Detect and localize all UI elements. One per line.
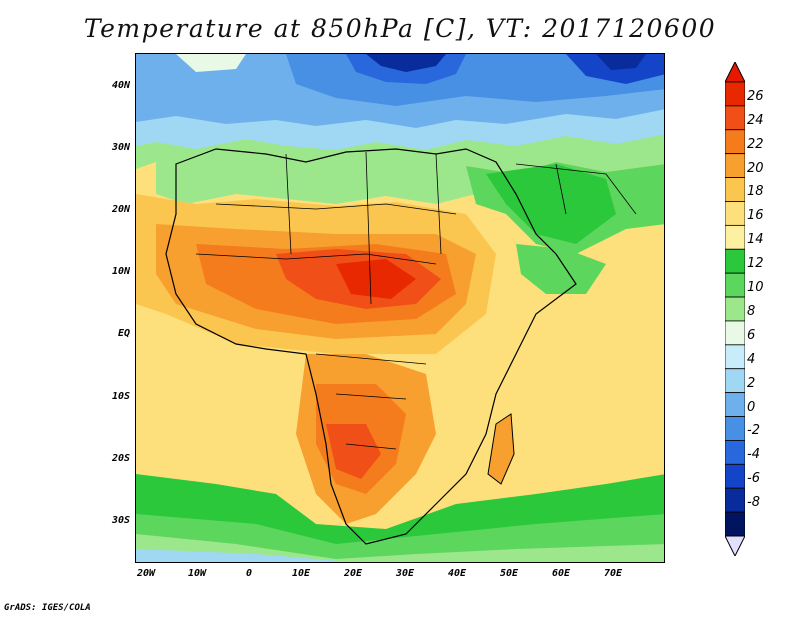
colorbar-level-label: 24 xyxy=(747,112,764,128)
colorbar-top-arrow xyxy=(725,62,745,83)
lon-label-0: 0 xyxy=(245,568,253,579)
lat-label-10n: 10N xyxy=(111,266,130,277)
colorbar-level-label: 8 xyxy=(747,303,756,319)
lat-label-20s: 20S xyxy=(111,453,130,464)
colorbar-swatch xyxy=(725,511,745,537)
lon-label-30e: 30E xyxy=(395,568,415,579)
colorbar-level-label: -8 xyxy=(747,495,760,511)
lon-label-60e: 60E xyxy=(551,568,571,579)
colorbar-swatch xyxy=(725,392,745,417)
colorbar-swatch xyxy=(725,153,745,178)
lat-label-20n: 20N xyxy=(111,204,130,215)
colorbar-swatch xyxy=(725,296,745,322)
lon-label-20e: 20E xyxy=(343,568,363,579)
lon-label-50e: 50E xyxy=(499,568,519,579)
lat-label-10s: 10S xyxy=(111,391,130,402)
colorbar-swatch xyxy=(725,129,745,155)
colorbar-level-label: -2 xyxy=(747,423,760,439)
colorbar-level-label: 4 xyxy=(747,351,756,367)
colorbar-swatch xyxy=(725,201,745,226)
colorbar-level-label: -4 xyxy=(747,447,760,463)
colorbar-swatch xyxy=(725,416,745,441)
colorbar-level-label: 6 xyxy=(747,327,756,343)
colorbar-swatch xyxy=(725,440,745,465)
lon-label-20w: 20W xyxy=(136,568,156,579)
colorbar-swatch xyxy=(725,177,745,202)
colorbar-swatch xyxy=(725,105,745,131)
colorbar-swatch xyxy=(725,224,745,250)
colorbar-level-label: 22 xyxy=(747,136,764,152)
colorbar-swatch xyxy=(725,344,745,370)
colorbar-level-label: 18 xyxy=(747,184,764,200)
map-title: Temperature at 850hPa [C], VT: 201712060… xyxy=(83,14,717,43)
lon-label-40e: 40E xyxy=(447,568,467,579)
colorbar-level-label: 16 xyxy=(747,208,764,224)
colorbar-level-label: 0 xyxy=(747,399,756,415)
colorbar-level-label: 10 xyxy=(747,280,764,296)
colorbar-swatch xyxy=(725,81,745,107)
colorbar-swatch xyxy=(725,487,745,513)
lat-label-30s: 30S xyxy=(111,515,130,526)
colorbar-bottom-arrow xyxy=(725,535,745,556)
colorbar-swatch xyxy=(725,368,745,394)
colorbar-level-label: 20 xyxy=(747,160,764,176)
colorbar-level-label: 12 xyxy=(747,256,764,272)
colorbar-swatch xyxy=(725,320,745,346)
lon-label-10w: 10W xyxy=(187,568,207,579)
lat-label-eq: EQ xyxy=(117,328,130,339)
colorbar-level-label: 2 xyxy=(747,375,756,391)
colorbar-level-label: 14 xyxy=(747,232,764,248)
lat-label-30n: 30N xyxy=(111,142,130,153)
lat-label-40n: 40N xyxy=(111,80,130,91)
credit-text: GrADS: IGES/COLA xyxy=(4,603,91,613)
colorbar-level-label: 26 xyxy=(747,88,764,104)
temperature-field xyxy=(136,54,664,562)
lon-label-70e: 70E xyxy=(603,568,623,579)
temperature-map xyxy=(135,53,665,563)
lon-label-10e: 10E xyxy=(291,568,311,579)
colorbar-swatch xyxy=(725,272,745,298)
colorbar-swatch xyxy=(725,463,745,489)
colorbar-level-label: -6 xyxy=(747,471,760,487)
color-bar xyxy=(725,62,745,556)
colorbar-swatch xyxy=(725,248,745,274)
